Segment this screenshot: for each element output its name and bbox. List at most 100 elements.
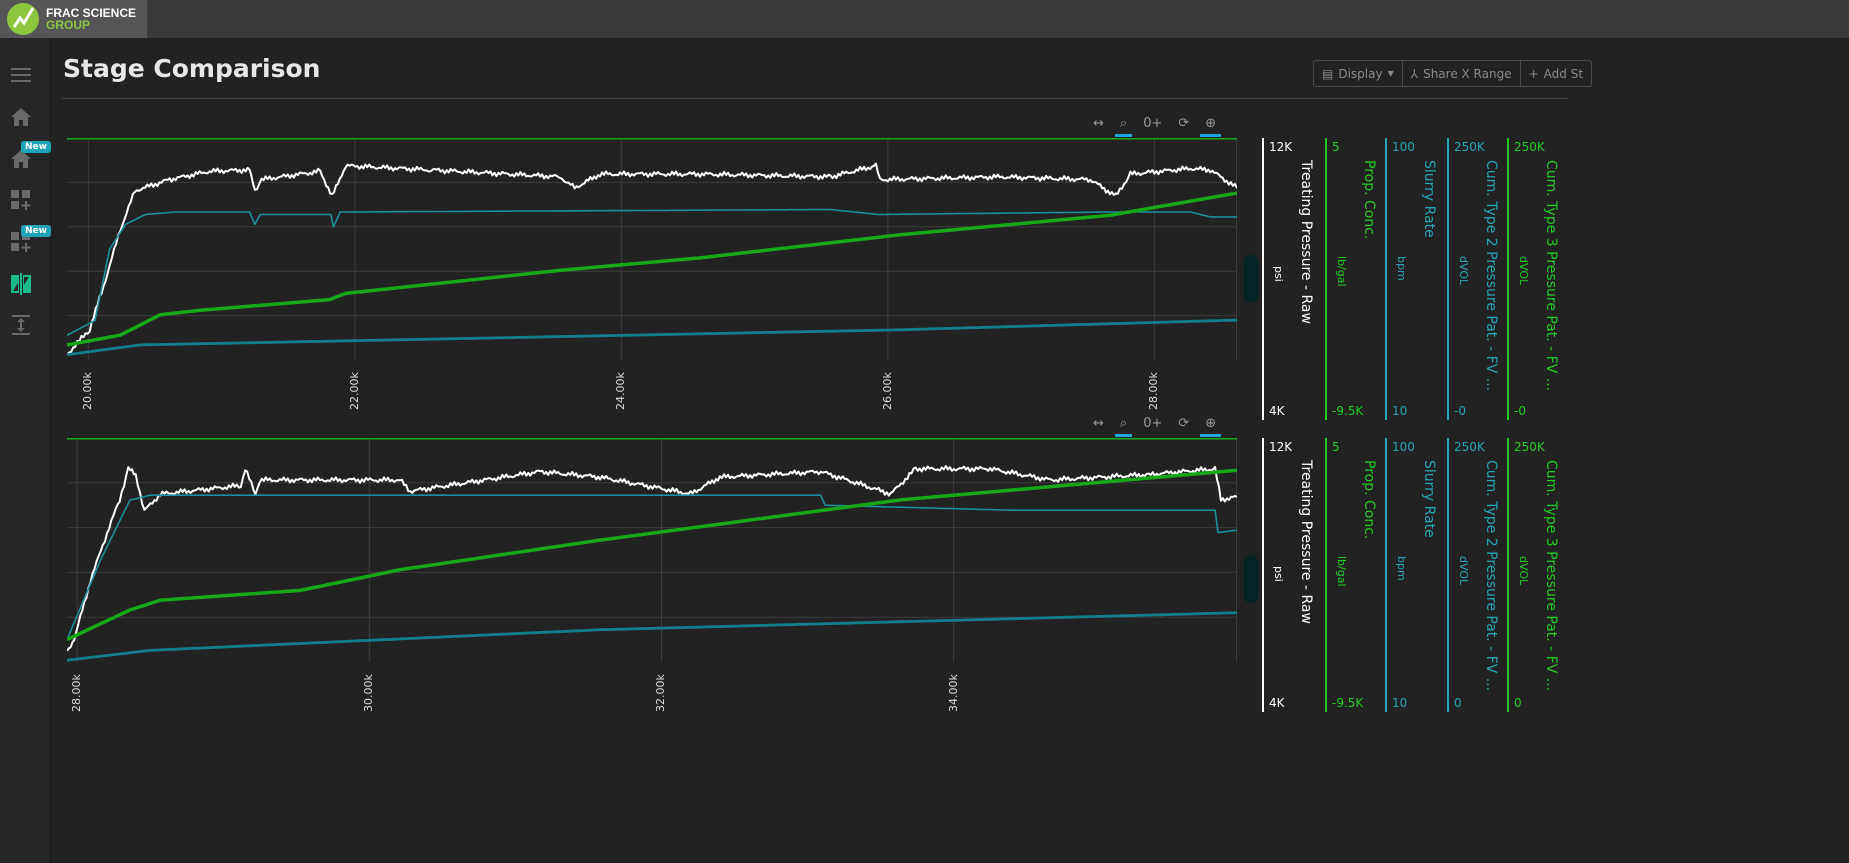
y-axis-4[interactable]: 250K Cum. Type 3 Pressure Pat. - FV ... … — [1507, 438, 1569, 712]
display-label: Display — [1338, 66, 1383, 81]
new-badge: New — [21, 141, 51, 153]
y-axis-1[interactable]: 5 Prop. Conc. lb/gal -9.5K — [1325, 138, 1387, 420]
sidebar: New New — [0, 38, 51, 863]
zoom-reset-icon[interactable]: 0+ — [1143, 116, 1163, 131]
stage-comparison-icon[interactable] — [10, 273, 32, 295]
chart-toolbar: ↔ ⌕ 0+ ⟳ ⊕ — [1090, 416, 1222, 437]
axis-title: Cum. Type 2 Pressure Pat. - FV ... — [1483, 460, 1499, 692]
refresh-icon[interactable]: ⟳ — [1178, 416, 1190, 431]
y-axis-3[interactable]: 250K Cum. Type 2 Pressure Pat. - FV ... … — [1447, 438, 1509, 712]
y-axis-1[interactable]: 5 Prop. Conc. lb/gal -9.5K — [1325, 438, 1387, 712]
axis-unit: dVOL — [1517, 256, 1530, 286]
top-bar: FRAC SCIENCE GROUP — [0, 0, 1849, 38]
axis-title: Treating Pressure - Raw — [1298, 160, 1314, 324]
axis-max-label: 12K — [1269, 440, 1293, 454]
axis-max-label: 5 — [1332, 440, 1340, 454]
logo-mark-icon — [7, 3, 39, 35]
display-button[interactable]: ▤ Display ▼ — [1314, 61, 1403, 86]
share-x-range-button[interactable]: ⅄ Share X Range — [1403, 61, 1521, 86]
logo[interactable]: FRAC SCIENCE GROUP — [0, 0, 147, 38]
menu-icon[interactable] — [10, 64, 32, 86]
y-axis-0[interactable]: 12K Treating Pressure - Raw psi 4K — [1262, 438, 1324, 712]
axis-unit: dVOL — [1457, 556, 1470, 586]
x-tick-label: 28.00k — [70, 674, 84, 712]
share-x-range-label: Share X Range — [1423, 66, 1512, 81]
slurry-rate-line — [67, 208, 1237, 337]
caret-down-icon: ▼ — [1387, 69, 1394, 78]
cum-type3-line — [67, 468, 1237, 642]
x-tick-label: 20.00k — [81, 372, 95, 410]
plot-background — [67, 438, 1237, 662]
pan-x-icon[interactable]: ↔ — [1093, 416, 1104, 431]
axis-max-label: 250K — [1514, 440, 1545, 454]
axis-unit: lb/gal — [1335, 256, 1348, 287]
crosshair-icon[interactable]: ⊕ — [1200, 416, 1222, 437]
axis-min-label: -9.5K — [1332, 404, 1364, 418]
axis-min-label: -9.5K — [1332, 696, 1364, 710]
axis-unit: psi — [1272, 266, 1285, 282]
axis-unit: psi — [1272, 566, 1285, 582]
axis-min-label: 0 — [1454, 696, 1462, 710]
axis-min-label: 10 — [1392, 404, 1408, 418]
chart-plot-area[interactable] — [67, 438, 1237, 662]
chart-plot-area[interactable] — [67, 138, 1237, 360]
axis-max-label: 100 — [1392, 440, 1415, 454]
add-stage-button[interactable]: + Add St — [1521, 61, 1591, 86]
axis-title: Treating Pressure - Raw — [1298, 460, 1314, 624]
axis-max-label: 250K — [1514, 140, 1545, 154]
home-new-icon[interactable] — [10, 148, 32, 170]
y-axis-4[interactable]: 250K Cum. Type 3 Pressure Pat. - FV ... … — [1507, 138, 1569, 420]
axis-unit: dVOL — [1517, 556, 1530, 586]
x-tick-label: 32.00k — [654, 674, 668, 712]
axis-min-label: 4K — [1269, 404, 1285, 418]
dashboard-add-icon[interactable] — [10, 189, 32, 211]
plus-icon: + — [1528, 66, 1539, 81]
axis-min-label: 0 — [1514, 696, 1522, 710]
y-axis-3[interactable]: 250K Cum. Type 2 Pressure Pat. - FV ... … — [1447, 138, 1509, 420]
axis-title: Prop. Conc. — [1361, 460, 1377, 540]
share-icon: ⅄ — [1410, 66, 1419, 81]
scroll-handle[interactable] — [1244, 555, 1258, 603]
new-badge: New — [21, 225, 51, 237]
box-zoom-icon[interactable]: ⌕ — [1114, 416, 1133, 437]
axis-unit: lb/gal — [1335, 556, 1348, 587]
y-axis-2[interactable]: 100 Slurry Rate bpm 10 — [1385, 138, 1447, 420]
treating-pressure-line — [67, 465, 1237, 652]
axis-min-label: 4K — [1269, 696, 1285, 710]
x-tick-label: 24.00k — [614, 372, 628, 410]
display-icon: ▤ — [1322, 66, 1334, 81]
chart-toolbar: ↔ ⌕ 0+ ⟳ ⊕ — [1090, 116, 1222, 137]
y-axis-2[interactable]: 100 Slurry Rate bpm 10 — [1385, 438, 1447, 712]
scroll-handle[interactable] — [1244, 255, 1258, 303]
axis-min-label: 10 — [1392, 696, 1408, 710]
y-axis-0[interactable]: 12K Treating Pressure - Raw psi 4K — [1262, 138, 1324, 420]
refresh-icon[interactable]: ⟳ — [1178, 116, 1190, 131]
axis-title: Slurry Rate — [1421, 460, 1437, 538]
add-stage-label: Add St — [1543, 66, 1584, 81]
axis-min-label: -0 — [1514, 404, 1526, 418]
logo-text-line1: FRAC SCIENCE — [46, 6, 137, 20]
pan-x-icon[interactable]: ↔ — [1093, 116, 1104, 131]
axis-min-label: -0 — [1454, 404, 1466, 418]
x-tick-label: 22.00k — [347, 372, 361, 410]
axis-unit: dVOL — [1457, 256, 1470, 286]
axis-title: Slurry Rate — [1421, 160, 1437, 238]
axis-unit: bpm — [1395, 556, 1408, 581]
axis-max-label: 250K — [1454, 140, 1485, 154]
box-zoom-icon[interactable]: ⌕ — [1114, 116, 1133, 137]
page-title: Stage Comparison — [63, 54, 321, 83]
axis-max-label: 12K — [1269, 140, 1293, 154]
axis-max-label: 100 — [1392, 140, 1415, 154]
x-tick-label: 30.00k — [362, 674, 376, 712]
crosshair-icon[interactable]: ⊕ — [1200, 116, 1222, 137]
axis-max-label: 5 — [1332, 140, 1340, 154]
axis-unit: bpm — [1395, 256, 1408, 281]
zoom-reset-icon[interactable]: 0+ — [1143, 416, 1163, 431]
home-icon[interactable] — [10, 106, 32, 128]
vertical-expand-icon[interactable] — [10, 314, 32, 336]
axis-title: Cum. Type 2 Pressure Pat. - FV ... — [1483, 160, 1499, 392]
x-tick-label: 34.00k — [946, 674, 960, 712]
x-tick-label: 28.00k — [1147, 372, 1161, 410]
cum-type2-line — [67, 318, 1237, 357]
cum-type3-line — [67, 191, 1237, 347]
